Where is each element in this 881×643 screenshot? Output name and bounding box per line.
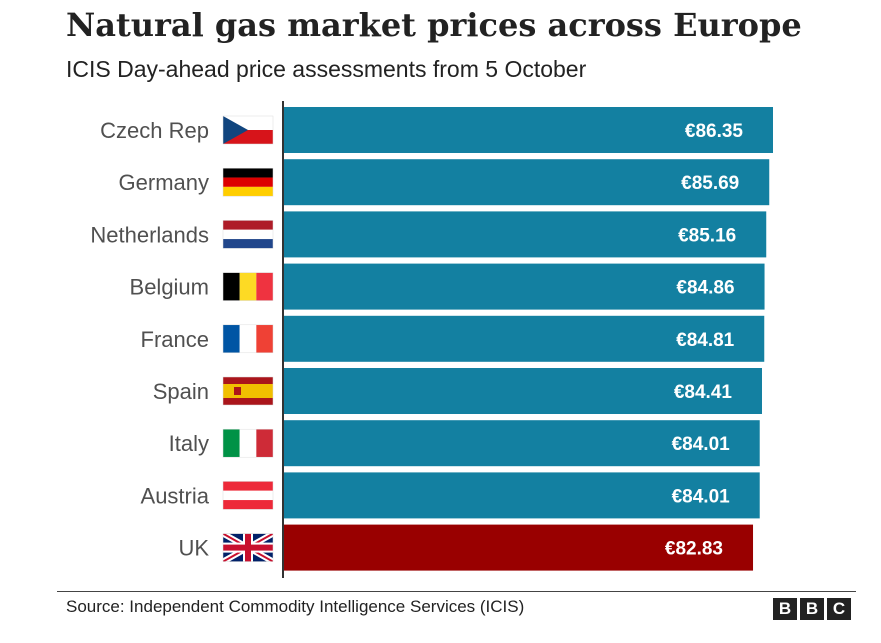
category-label: Belgium — [130, 275, 209, 300]
czech-flag-icon — [222, 115, 274, 145]
italy-flag-icon — [222, 428, 274, 458]
bar — [283, 368, 762, 414]
category-label: Czech Rep — [100, 118, 209, 143]
bar — [283, 524, 754, 571]
chart-title: Natural gas market prices across Europe — [66, 6, 802, 44]
value-label: €84.81 — [676, 330, 735, 351]
category-labels: Czech Rep Germany Netherlands Belgium France… — [90, 118, 209, 561]
bar — [283, 211, 767, 258]
category-label: UK — [178, 536, 209, 561]
value-label: €84.01 — [672, 434, 731, 455]
value-label: €86.35 — [685, 121, 744, 142]
value-label: €84.41 — [674, 382, 733, 403]
bar — [283, 420, 760, 467]
flags-group — [222, 115, 274, 562]
value-label: €85.16 — [678, 225, 736, 246]
value-label: €84.01 — [672, 486, 731, 507]
belgium-flag-icon — [222, 272, 274, 301]
bar — [283, 472, 760, 519]
spain-flag-icon — [222, 376, 274, 406]
austria-flag-icon — [222, 481, 274, 510]
value-labels: €86.35 €85.69 €85.16 €84.86 €84.81 €84.41 €84.… — [665, 121, 744, 560]
bar — [283, 107, 773, 153]
france-flag-icon — [222, 324, 274, 354]
chart-subtitle: ICIS Day-ahead price assessments from 5 … — [66, 56, 587, 82]
category-label: Netherlands — [90, 222, 209, 247]
bars-group — [283, 107, 773, 571]
germany-flag-icon — [222, 167, 274, 197]
bar — [283, 159, 770, 206]
bar-chart: Czech Rep Germany Netherlands Belgium France… — [90, 101, 773, 578]
bar — [283, 315, 765, 362]
bbc-logo-letter: B — [800, 598, 824, 620]
category-label: Austria — [141, 483, 210, 508]
category-label: Spain — [153, 379, 209, 404]
bbc-logo-letter: C — [827, 598, 851, 620]
bbc-logo-letter: B — [773, 598, 797, 620]
category-label: Germany — [119, 170, 209, 195]
category-label: France — [141, 327, 209, 352]
value-label: €85.69 — [681, 173, 739, 194]
category-label: Italy — [169, 431, 209, 456]
value-label: €82.83 — [665, 539, 723, 560]
bbc-logo: B B C — [773, 598, 851, 620]
source-note: Source: Independent Commodity Intelligen… — [66, 597, 525, 616]
bar — [283, 263, 765, 310]
value-label: €84.86 — [676, 278, 734, 299]
netherlands-flag-icon — [222, 220, 274, 249]
footer-divider — [57, 591, 856, 592]
uk-flag-icon — [222, 533, 274, 562]
